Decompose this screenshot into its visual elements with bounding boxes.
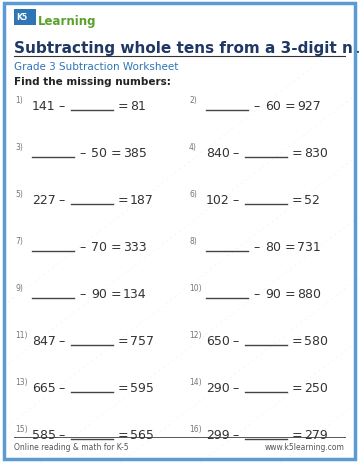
Text: =: =	[111, 241, 121, 254]
Text: –: –	[59, 335, 65, 348]
Text: 13): 13)	[15, 378, 28, 387]
Text: 279: 279	[304, 429, 328, 442]
Text: =: =	[118, 382, 129, 394]
Text: 7): 7)	[15, 237, 23, 246]
Text: –: –	[233, 147, 239, 160]
Text: 80: 80	[265, 241, 281, 254]
Text: 50: 50	[91, 147, 107, 160]
Text: –: –	[59, 429, 65, 442]
Text: 847: 847	[32, 335, 56, 348]
Text: 595: 595	[130, 382, 154, 394]
Text: 565: 565	[130, 429, 154, 442]
Text: =: =	[285, 100, 295, 113]
Text: 665: 665	[32, 382, 56, 394]
Text: 12): 12)	[189, 331, 201, 340]
Text: =: =	[285, 288, 295, 301]
Text: –: –	[253, 288, 259, 301]
Text: =: =	[292, 429, 302, 442]
Text: 3): 3)	[15, 143, 23, 152]
Text: 385: 385	[123, 147, 147, 160]
Text: –: –	[59, 194, 65, 207]
Text: 90: 90	[265, 288, 281, 301]
Text: 1): 1)	[15, 96, 23, 105]
Text: 10): 10)	[189, 284, 202, 293]
Text: =: =	[292, 335, 302, 348]
Text: –: –	[79, 241, 85, 254]
Text: –: –	[79, 288, 85, 301]
Text: =: =	[118, 194, 129, 207]
Text: 2): 2)	[189, 96, 197, 105]
Text: =: =	[292, 382, 302, 394]
Text: –: –	[59, 382, 65, 394]
Text: –: –	[233, 194, 239, 207]
Text: www.k5learning.com: www.k5learning.com	[265, 443, 345, 451]
Text: =: =	[292, 147, 302, 160]
Text: 102: 102	[206, 194, 230, 207]
Text: 52: 52	[304, 194, 320, 207]
Text: Grade 3 Subtraction Worksheet: Grade 3 Subtraction Worksheet	[14, 62, 178, 72]
Text: 60: 60	[265, 100, 281, 113]
Text: 4): 4)	[189, 143, 197, 152]
Text: 250: 250	[304, 382, 328, 394]
Text: 81: 81	[130, 100, 146, 113]
Text: =: =	[285, 241, 295, 254]
Text: 333: 333	[123, 241, 146, 254]
Text: 11): 11)	[15, 331, 28, 340]
Text: –: –	[233, 335, 239, 348]
Text: Find the missing numbers:: Find the missing numbers:	[14, 77, 171, 87]
Text: 290: 290	[206, 382, 230, 394]
Text: –: –	[59, 100, 65, 113]
Text: Learning: Learning	[38, 15, 97, 28]
Text: 90: 90	[91, 288, 107, 301]
Text: 840: 840	[206, 147, 230, 160]
Text: 299: 299	[206, 429, 230, 442]
Text: =: =	[111, 288, 121, 301]
Text: 9): 9)	[15, 284, 23, 293]
Text: 134: 134	[123, 288, 146, 301]
Text: –: –	[233, 429, 239, 442]
Text: =: =	[292, 194, 302, 207]
Text: 6): 6)	[189, 190, 197, 199]
Text: 16): 16)	[189, 425, 202, 433]
Text: =: =	[118, 429, 129, 442]
Text: 731: 731	[297, 241, 321, 254]
Text: 227: 227	[32, 194, 56, 207]
Text: 70: 70	[91, 241, 107, 254]
Text: =: =	[118, 100, 129, 113]
Text: –: –	[253, 241, 259, 254]
Text: 927: 927	[297, 100, 321, 113]
Text: 15): 15)	[15, 425, 28, 433]
Text: 5): 5)	[15, 190, 23, 199]
Text: 650: 650	[206, 335, 230, 348]
Text: 880: 880	[297, 288, 321, 301]
Text: 830: 830	[304, 147, 328, 160]
Text: 580: 580	[304, 335, 328, 348]
Text: =: =	[111, 147, 121, 160]
Text: 14): 14)	[189, 378, 202, 387]
Text: 8): 8)	[189, 237, 197, 246]
Text: 141: 141	[32, 100, 56, 113]
Text: K: K	[16, 13, 22, 22]
Text: –: –	[79, 147, 85, 160]
Text: =: =	[118, 335, 129, 348]
Bar	[14, 10, 36, 26]
Text: Online reading & math for K-5: Online reading & math for K-5	[14, 443, 129, 451]
Text: –: –	[233, 382, 239, 394]
Text: 187: 187	[130, 194, 154, 207]
Text: –: –	[253, 100, 259, 113]
Text: 5: 5	[21, 13, 26, 22]
Text: 585: 585	[32, 429, 56, 442]
Text: 757: 757	[130, 335, 154, 348]
Text: Subtracting whole tens from a 3-digit number: Subtracting whole tens from a 3-digit nu…	[14, 40, 359, 56]
